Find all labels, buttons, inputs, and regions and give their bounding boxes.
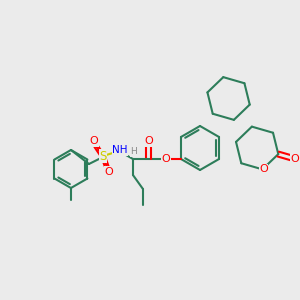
Text: O: O xyxy=(290,154,299,164)
Text: O: O xyxy=(90,136,98,146)
Text: S: S xyxy=(99,149,106,163)
Text: O: O xyxy=(162,154,170,164)
Text: O: O xyxy=(259,164,268,174)
Text: NH: NH xyxy=(112,145,128,155)
Text: H: H xyxy=(130,148,137,157)
Text: O: O xyxy=(145,136,153,146)
Text: O: O xyxy=(105,167,113,177)
